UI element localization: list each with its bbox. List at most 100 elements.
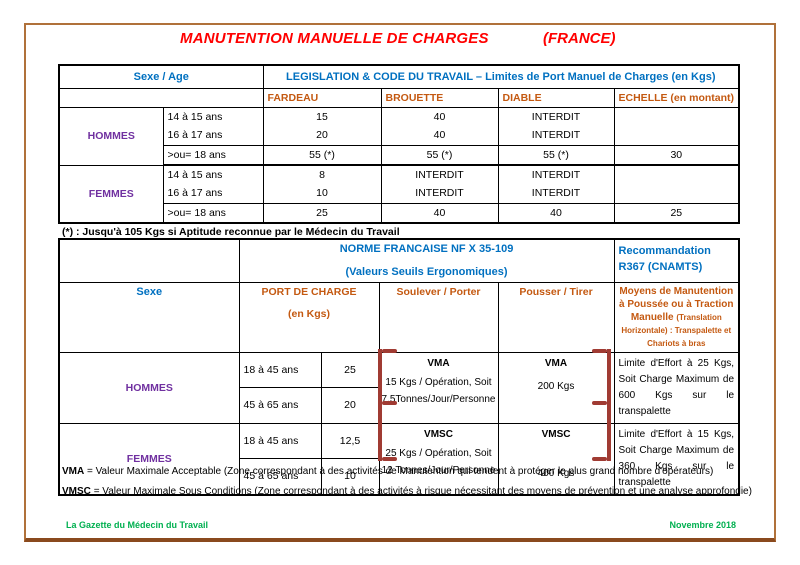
value-cell: INTERDIT	[497, 126, 615, 146]
red-bracket-right	[592, 349, 611, 461]
vmsc-term: VMSC	[62, 486, 91, 497]
value-cell: 10	[320, 458, 380, 495]
col-header-fardeau: FARDEAU	[262, 87, 382, 108]
table-row: 16 à 17 ans 20 40 INTERDIT	[59, 126, 740, 146]
value-cell: 25	[262, 202, 382, 224]
vma-line2: 7.5Tonnes/Jour/Personne	[381, 393, 496, 405]
value-cell: 55 (*)	[262, 144, 382, 166]
table-row: >ou= 18 ans 55 (*) 55 (*) 55 (*) 30	[59, 144, 740, 166]
moyens-main: Moyens de Manutention à Poussée ou à Tra…	[619, 285, 734, 323]
vmsc-line2: 12 Tonnes/Jour/Personne	[381, 464, 496, 476]
norme-table: NORME FRANCAISE NF X 35-109 (Valeurs Seu…	[58, 238, 741, 496]
value-cell: 25	[613, 202, 740, 224]
value-cell: 10	[262, 184, 382, 204]
soulever-hommes-cell: VMA 15 Kgs / Opération, Soit 7.5Tonnes/J…	[378, 351, 499, 424]
norme-title: NORME FRANCAISE NF X 35-109	[339, 243, 514, 255]
page-title: MANUTENTION MANUELLE DE CHARGES	[180, 30, 489, 47]
age-cell: 14 à 15 ans	[162, 106, 264, 126]
table-header-row: NORME FRANCAISE NF X 35-109 (Valeurs Seu…	[58, 238, 740, 283]
col-header-brouette: BROUETTE	[380, 87, 499, 108]
vmsc-line1: 25 Kgs / Opération, Soit	[385, 447, 492, 459]
age-cell: >ou= 18 ans	[162, 144, 264, 166]
table-row: >ou= 18 ans 25 40 40 25	[59, 202, 740, 224]
empty-cell	[58, 87, 264, 108]
vma-definition: = Valeur Maximale Acceptable (Zone corre…	[87, 466, 714, 477]
table-row: FEMMES 18 à 45 ans 12,5 VMSC 25 Kgs / Op…	[58, 422, 740, 495]
limite-hommes-cell: Limite d'Effort à 25 Kgs, Soit Charge Ma…	[613, 351, 740, 424]
gender-label-femmes: FEMMES	[58, 164, 164, 224]
value-cell: 40	[497, 202, 615, 224]
footer-date: Novembre 2018	[669, 520, 736, 530]
value-cell: 30	[613, 144, 740, 166]
reco-line2: R367 (CNAMTS)	[618, 261, 703, 273]
header-sexe: Sexe	[58, 281, 240, 353]
gender-label-femmes: FEMMES	[58, 422, 240, 495]
age-cell: 16 à 17 ans	[162, 126, 264, 146]
value-cell: INTERDIT	[497, 106, 615, 126]
reco-line1: Recommandation	[618, 245, 711, 257]
table-subheader-row: FARDEAU BROUETTE DIABLE ECHELLE (en mont…	[58, 87, 740, 108]
value-cell: 40	[380, 126, 499, 146]
table-row: 45 à 65 ans 20	[59, 387, 739, 424]
header-soulever: Soulever / Porter	[378, 281, 499, 353]
page-title-country: (FRANCE)	[543, 30, 616, 47]
footnote-vma: VMA = Valeur Maximale Acceptable (Zone c…	[62, 466, 713, 477]
value-cell: 40	[380, 106, 499, 126]
bracket-tick	[382, 457, 397, 461]
value-cell: 25	[320, 351, 380, 388]
col-header-echelle: ECHELLE (en montant)	[613, 87, 740, 108]
empty-cell	[58, 238, 240, 283]
header-port-de-charge: PORT DE CHARGE (en Kgs)	[238, 281, 380, 353]
vma-label: VMA	[544, 357, 568, 369]
table-row: 45 à 65 ans 10	[59, 458, 739, 495]
limite-femmes-cell: Limite d'Effort à 15 Kgs, Soit Charge Ma…	[613, 422, 740, 495]
footnote-asterisk: (*) : Jusqu'à 105 Kgs si Aptitude reconn…	[62, 226, 400, 238]
vma-term: VMA	[62, 466, 85, 477]
age-cell: 14 à 15 ans	[162, 164, 264, 184]
vmsc-label: VMSC	[424, 428, 453, 440]
bracket-tick	[592, 349, 607, 353]
age-cell: 18 à 45 ans	[238, 351, 322, 388]
footnote-vmsc: VMSC = Valeur Maximale Sous Conditions (…	[62, 486, 752, 497]
page-border-frame	[24, 23, 776, 542]
pousser-hommes-cell: VMA 200 Kgs	[497, 351, 615, 424]
port-line1: PORT DE CHARGE	[261, 285, 357, 298]
value-cell: 8	[262, 164, 382, 184]
age-cell: 45 à 65 ans	[238, 387, 322, 424]
table-header-row: Sexe / Age LEGISLATION & CODE DU TRAVAIL…	[58, 64, 740, 89]
value-cell	[613, 184, 740, 204]
port-line2: (en Kgs)	[288, 307, 330, 320]
gender-label-hommes: HOMMES	[58, 351, 240, 424]
value-cell: 55 (*)	[497, 144, 615, 166]
value-cell: INTERDIT	[380, 164, 499, 184]
footer-publication: La Gazette du Médecin du Travail	[66, 520, 209, 530]
vma-label: VMA	[427, 357, 450, 369]
soulever-femmes-cell: VMSC 25 Kgs / Opération, Soit 12 Tonnes/…	[378, 422, 499, 495]
moyens-detail: (Translation Horizontale) : Transpalette…	[621, 312, 732, 348]
value-cell: 20	[262, 126, 382, 146]
red-bracket-left	[378, 349, 397, 461]
vma-value: 200 Kgs	[537, 380, 575, 392]
value-cell	[613, 164, 740, 184]
vmsc-value: 400 Kgs	[537, 467, 575, 479]
header-sexe-age: Sexe / Age	[58, 64, 264, 89]
value-cell: 40	[380, 202, 499, 224]
table-row: 16 à 17 ans 10 INTERDIT INTERDIT	[59, 184, 740, 204]
table-subheader-row: Sexe PORT DE CHARGE (en Kgs) Soulever / …	[58, 281, 740, 353]
gender-label-hommes: HOMMES	[58, 106, 164, 166]
table-row: HOMMES 14 à 15 ans 15 40 INTERDIT	[58, 106, 740, 166]
legislation-table: Sexe / Age LEGISLATION & CODE DU TRAVAIL…	[58, 64, 741, 224]
value-cell: 15	[262, 106, 382, 126]
value-cell	[613, 106, 740, 126]
value-cell: 12,5	[320, 422, 380, 460]
bracket-tick	[592, 401, 607, 405]
bracket-tick	[382, 401, 397, 405]
value-cell: INTERDIT	[497, 164, 615, 184]
bracket-tick	[382, 349, 397, 353]
age-cell: 18 à 45 ans	[238, 422, 322, 460]
value-cell: INTERDIT	[380, 184, 499, 204]
value-cell: INTERDIT	[497, 184, 615, 204]
value-cell	[613, 126, 740, 146]
age-cell: >ou= 18 ans	[162, 202, 264, 224]
table-row: HOMMES 18 à 45 ans 25 VMA 15 Kgs / Opéra…	[58, 351, 740, 424]
